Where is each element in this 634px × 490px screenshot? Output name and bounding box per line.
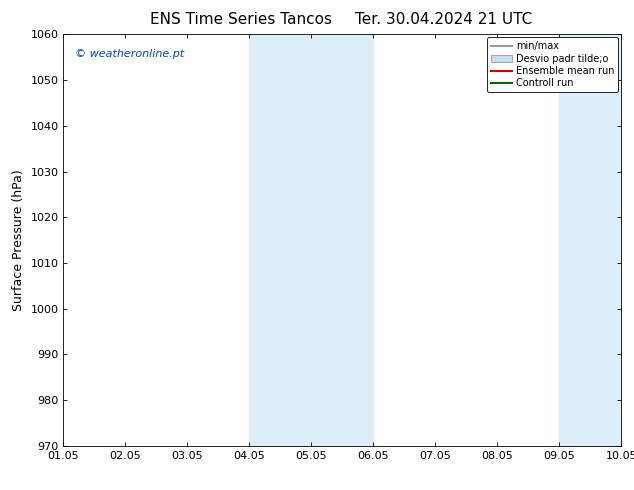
Bar xyxy=(559,34,621,446)
Text: © weatheronline.pt: © weatheronline.pt xyxy=(75,49,184,59)
Text: ENS Time Series Tancos: ENS Time Series Tancos xyxy=(150,12,332,27)
Legend: min/max, Desvio padr tilde;o, Ensemble mean run, Controll run: min/max, Desvio padr tilde;o, Ensemble m… xyxy=(487,37,618,92)
Text: Ter. 30.04.2024 21 UTC: Ter. 30.04.2024 21 UTC xyxy=(355,12,533,27)
Y-axis label: Surface Pressure (hPa): Surface Pressure (hPa) xyxy=(12,169,25,311)
Bar xyxy=(249,34,373,446)
